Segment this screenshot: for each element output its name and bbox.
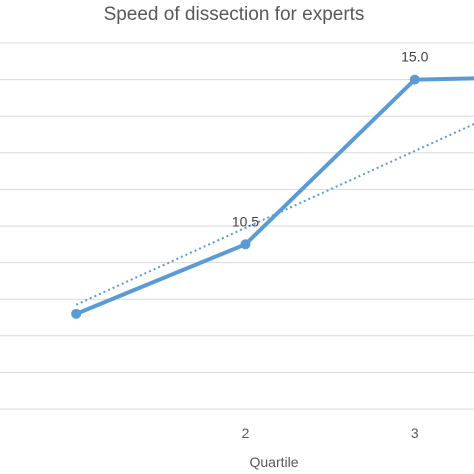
x-tick-label: 2 <box>242 425 250 441</box>
data-point <box>71 308 82 319</box>
data-labels: 10.5 15.0 <box>232 49 429 230</box>
data-label: 15.0 <box>401 49 428 65</box>
data-label: 10.5 <box>232 213 259 229</box>
chart-title: Speed of dissection for experts <box>104 4 365 25</box>
data-point <box>409 74 420 85</box>
data-point <box>240 239 251 250</box>
series-line <box>75 76 474 316</box>
gridlines <box>0 42 474 410</box>
x-tick-label: 3 <box>411 425 419 441</box>
series-layer <box>71 74 474 319</box>
x-axis-label: Quartile <box>249 454 298 470</box>
